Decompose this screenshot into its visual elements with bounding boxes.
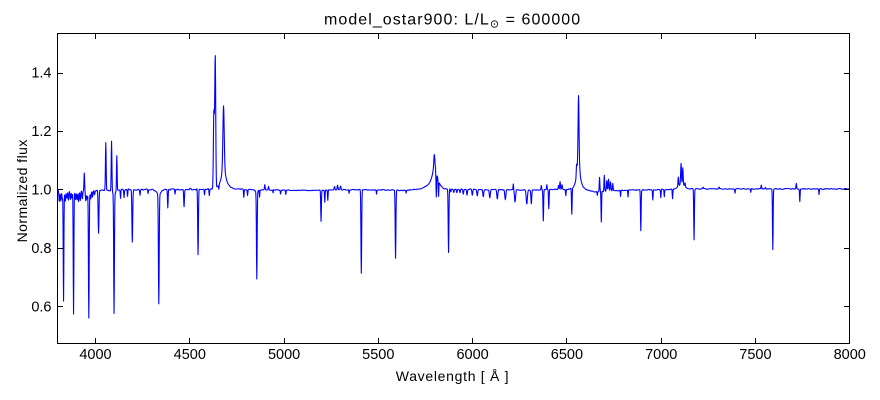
svg-text:4000: 4000 xyxy=(79,347,111,363)
svg-text:5000: 5000 xyxy=(268,347,300,363)
svg-text:1.0: 1.0 xyxy=(31,183,51,199)
svg-text:0.6: 0.6 xyxy=(31,299,51,315)
svg-text:7000: 7000 xyxy=(645,347,677,363)
svg-text:model_ostar900: L/L⊙ = 600000: model_ostar900: L/L⊙ = 600000 xyxy=(324,12,581,31)
svg-text:8000: 8000 xyxy=(834,347,866,363)
svg-text:Normalized flux: Normalized flux xyxy=(14,139,30,242)
svg-text:6000: 6000 xyxy=(456,347,488,363)
svg-text:6500: 6500 xyxy=(551,347,583,363)
svg-text:0.8: 0.8 xyxy=(31,241,51,257)
svg-text:Wavelength [ Å ]: Wavelength [ Å ] xyxy=(396,368,509,384)
svg-text:5500: 5500 xyxy=(362,347,394,363)
svg-text:1.4: 1.4 xyxy=(31,66,51,82)
svg-text:7500: 7500 xyxy=(739,347,771,363)
svg-text:1.2: 1.2 xyxy=(31,124,51,140)
svg-text:4500: 4500 xyxy=(174,347,206,363)
